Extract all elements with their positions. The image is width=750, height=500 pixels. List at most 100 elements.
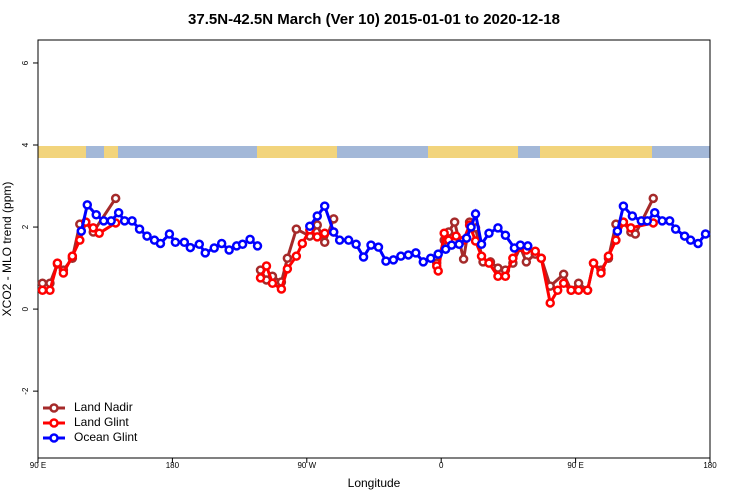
- data-point: [37, 285, 48, 295]
- data-point: [573, 285, 584, 295]
- data-point: [194, 239, 205, 250]
- chart-title: 37.5N-42.5N March (Ver 10) 2015-01-01 to…: [188, 11, 560, 28]
- data-point: [358, 252, 369, 262]
- data-point: [523, 241, 533, 251]
- data-point: [521, 257, 532, 267]
- y-tick-label: -2: [21, 387, 30, 395]
- data-point: [396, 251, 406, 261]
- land-ocean-strip: [38, 146, 710, 158]
- y-tick-label: 0: [21, 306, 30, 311]
- data-point: [297, 238, 308, 249]
- data-point: [319, 201, 330, 211]
- data-point: [648, 193, 659, 204]
- data-point: [319, 228, 330, 238]
- data-point: [425, 253, 436, 263]
- data-point: [76, 226, 87, 236]
- data-point: [664, 216, 675, 226]
- data-point: [458, 254, 469, 264]
- data-point: [351, 239, 361, 250]
- data-point: [545, 298, 555, 308]
- data-point: [515, 240, 526, 250]
- data-point: [612, 226, 623, 236]
- data-point: [433, 266, 443, 276]
- y-tick-label: 2: [21, 224, 30, 229]
- data-point: [58, 268, 69, 278]
- data-point: [566, 285, 576, 295]
- data-point: [209, 243, 219, 253]
- data-point: [245, 234, 255, 245]
- data-point: [588, 258, 599, 268]
- data-point: [113, 207, 124, 218]
- data-point: [237, 239, 248, 250]
- y-tick-label: 6: [21, 60, 30, 65]
- legend-label: Land Glint: [74, 415, 129, 429]
- data-point: [343, 235, 354, 245]
- data-point: [110, 193, 121, 204]
- data-point: [373, 242, 384, 252]
- data-point: [185, 242, 196, 253]
- data-point: [449, 217, 460, 227]
- data-point: [596, 268, 606, 278]
- data-point: [282, 253, 293, 263]
- data-point: [403, 250, 414, 260]
- data-point: [67, 251, 78, 261]
- data-point: [119, 216, 130, 226]
- x-tick-label: 90 E: [30, 461, 46, 470]
- data-point: [305, 221, 315, 231]
- data-point: [657, 216, 667, 226]
- data-point: [446, 240, 457, 250]
- data-point: [440, 244, 451, 254]
- data-point: [82, 200, 93, 210]
- data-point: [155, 238, 166, 249]
- data-point: [466, 222, 476, 232]
- data-point: [411, 248, 421, 258]
- data-point: [558, 278, 569, 289]
- y-tick-label: 4: [21, 142, 30, 147]
- data-point: [693, 238, 703, 249]
- data-point: [291, 224, 302, 234]
- data-point: [558, 269, 569, 279]
- data-point: [388, 255, 399, 265]
- data-point: [500, 230, 511, 241]
- data-point: [276, 284, 287, 294]
- data-point: [91, 209, 101, 220]
- data-point: [200, 248, 211, 258]
- data-point: [484, 258, 494, 268]
- data-point: [454, 239, 464, 250]
- data-point: [381, 256, 391, 266]
- data-point: [418, 257, 429, 267]
- data-point: [630, 229, 641, 239]
- data-point: [461, 233, 472, 243]
- data-point: [319, 237, 330, 247]
- data-point: [127, 216, 137, 226]
- data-point: [328, 227, 339, 237]
- data-point: [618, 201, 629, 211]
- data-point: [603, 251, 614, 261]
- data-point: [626, 223, 636, 233]
- data-point: [493, 271, 503, 282]
- x-axis-label: Longitude: [348, 476, 401, 490]
- data-point: [94, 228, 104, 238]
- data-point: [134, 224, 145, 234]
- x-tick-label: 90 W: [297, 461, 316, 470]
- x-tick-label: 90 E: [567, 461, 583, 470]
- data-point: [98, 216, 109, 226]
- x-tick-label: 180: [166, 461, 180, 470]
- legend-marker: [49, 433, 59, 443]
- data-point: [451, 231, 461, 241]
- data-point: [224, 245, 234, 255]
- data-point: [75, 235, 85, 245]
- data-point: [685, 235, 696, 245]
- data-point: [267, 278, 278, 289]
- data-point: [282, 264, 293, 274]
- data-point: [312, 232, 323, 242]
- data-point: [255, 273, 266, 283]
- data-point: [106, 216, 116, 226]
- data-point: [552, 285, 563, 295]
- y-axis-label: XCO2 - MLO trend (ppm): [0, 182, 14, 317]
- data-point: [649, 207, 660, 218]
- data-point: [216, 238, 227, 249]
- data-point: [334, 235, 345, 245]
